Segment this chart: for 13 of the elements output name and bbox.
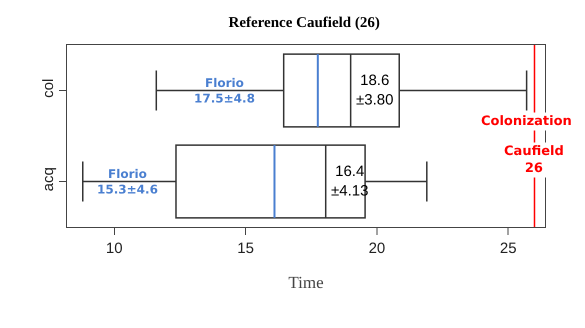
chart-title: Reference Caufield (26) bbox=[228, 14, 380, 31]
x-axis-title: Time bbox=[288, 273, 324, 292]
x-tick-label: 10 bbox=[106, 240, 123, 257]
x-tick-label: 25 bbox=[500, 240, 517, 257]
annotation: Florio 15.3±4.6 bbox=[97, 167, 158, 197]
x-tick-label: 20 bbox=[368, 240, 386, 257]
y-tick-label: acq bbox=[40, 167, 57, 192]
y-tick-label: col bbox=[40, 78, 57, 98]
annotation: Colonization bbox=[481, 114, 572, 129]
x-tick-label: 15 bbox=[237, 240, 254, 257]
ref-line-label: Caufield 26 bbox=[504, 144, 564, 176]
annotation: 18.6 ±3.80 bbox=[356, 72, 394, 108]
annotation: Florio 17.5±4.8 bbox=[194, 76, 255, 106]
